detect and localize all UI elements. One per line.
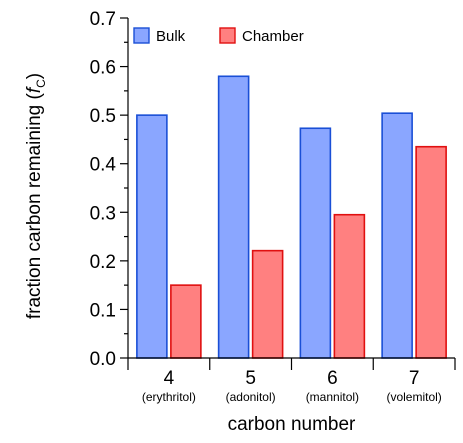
y-tick-label-0.3: 0.3 xyxy=(90,203,116,224)
bar-chamber-4 xyxy=(170,284,202,359)
bar-bulk-4 xyxy=(136,114,168,359)
y-tick-label-0.7: 0.7 xyxy=(90,9,116,30)
y-tick-label-0.6: 0.6 xyxy=(90,58,116,79)
x-axis-title: carbon number xyxy=(228,414,356,435)
legend-swatch-chamber xyxy=(219,27,236,44)
x-tick-label-7: 7 xyxy=(409,368,420,389)
y-tick-label-0.1: 0.1 xyxy=(90,300,116,321)
x-tick-label-4: 4 xyxy=(164,368,175,389)
x-tick-label-6: 6 xyxy=(327,368,338,389)
x-sublabel-6: (mannitol) xyxy=(306,390,359,404)
axes-group xyxy=(120,17,456,370)
bar-chamber-5 xyxy=(251,249,284,359)
x-sublabel-4: (erythritol) xyxy=(142,390,196,404)
x-tick-label-5: 5 xyxy=(245,368,256,389)
bar-chamber-6 xyxy=(333,213,366,359)
legend: Bulk Chamber xyxy=(133,27,304,45)
y-tick-label-0.2: 0.2 xyxy=(90,252,116,273)
x-sublabel-5: (adonitol) xyxy=(226,390,276,404)
bar-chamber-7 xyxy=(415,145,447,359)
bar-bulk-7 xyxy=(381,112,413,359)
legend-swatch-bulk xyxy=(133,27,150,44)
y-tick-label-0.4: 0.4 xyxy=(90,155,117,176)
labels-group: 0.0 0.1 0.2 0.3 0.4 0.5 0.6 0.7 4(erythritol) 5(a… xyxy=(24,9,442,435)
legend-label-bulk: Bulk xyxy=(156,28,186,45)
y-tick-label-0.0: 0.0 xyxy=(90,349,116,370)
y-tick-label-0.5: 0.5 xyxy=(90,106,116,127)
bar-bulk-5 xyxy=(217,75,250,359)
bars-group xyxy=(136,75,447,359)
legend-label-chamber: Chamber xyxy=(242,28,304,45)
y-axis-title: fraction carbon remaining (fC) xyxy=(24,73,48,319)
x-sublabel-7: (volemitol) xyxy=(386,390,441,404)
bar-bulk-6 xyxy=(299,127,332,359)
